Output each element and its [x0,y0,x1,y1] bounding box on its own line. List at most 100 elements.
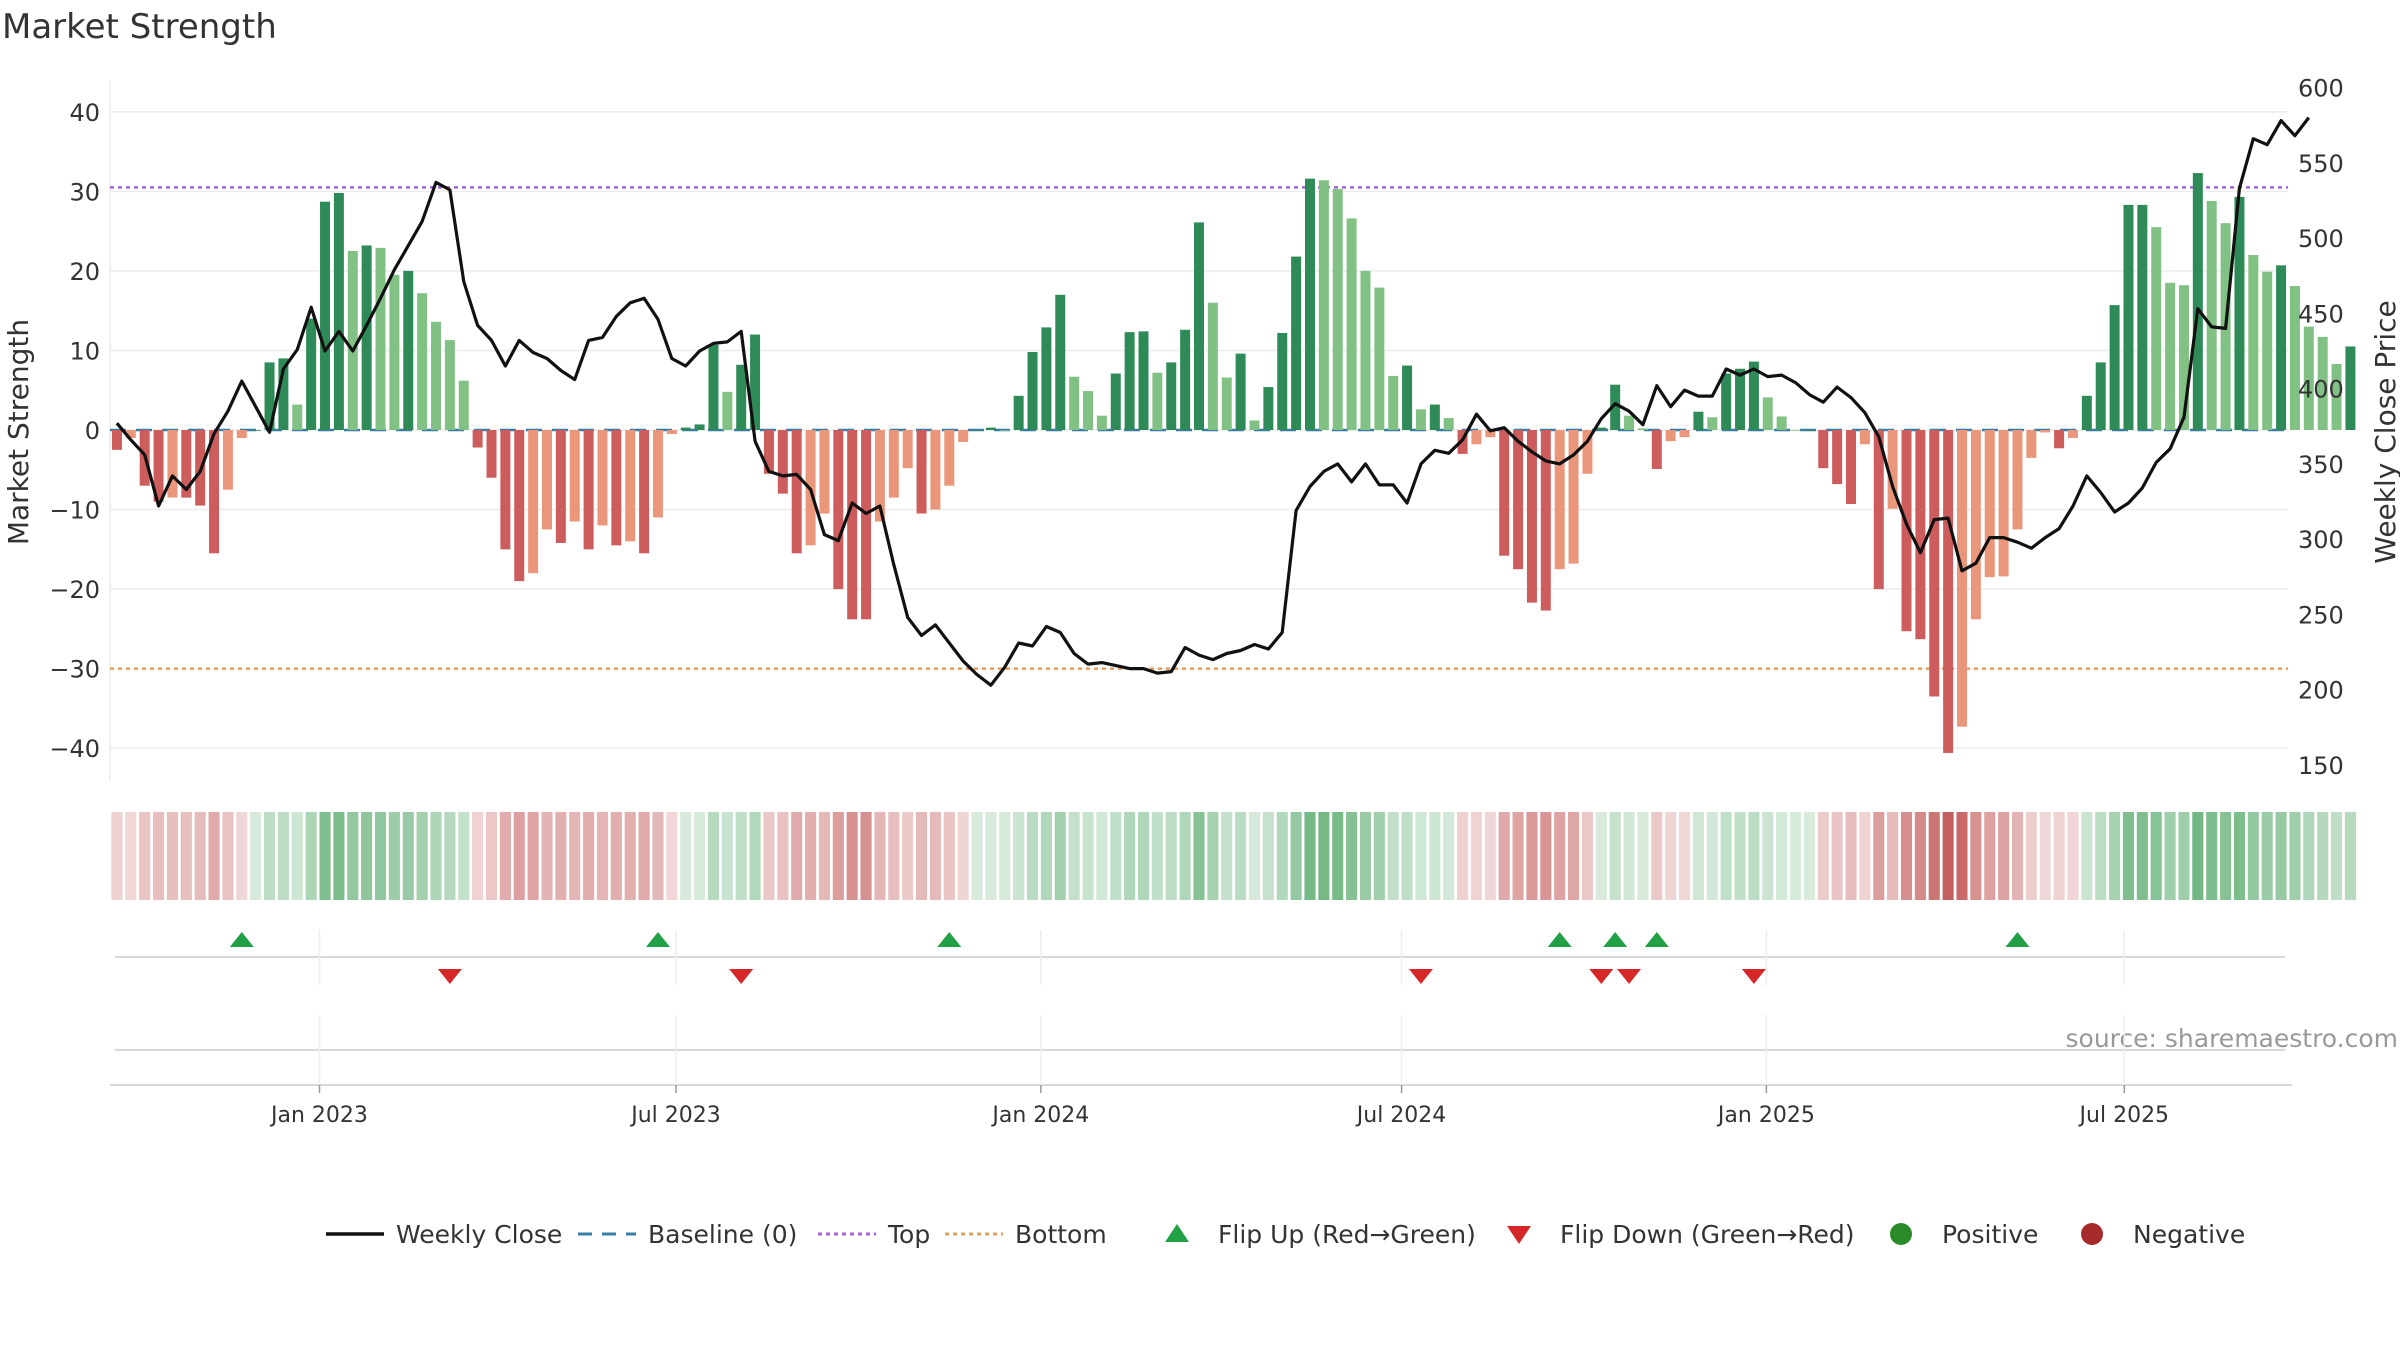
strength-bar [403,270,414,430]
strength-bar [694,424,705,430]
flip-down-marker [437,969,462,984]
strength-bar [847,430,858,620]
legend-label: Top [887,1220,930,1249]
heat-cell [416,812,428,900]
heat-cell [1595,812,1607,900]
strength-bar [2095,362,2106,430]
flip-down-marker [1741,969,1766,984]
strength-bar [930,430,941,510]
heat-cell [125,812,137,900]
strength-bar [722,391,733,430]
y2-tick-label: 550 [2298,150,2344,178]
heat-cell [596,812,609,900]
y2-tick-label: 250 [2298,601,2344,629]
strength-bar [583,430,594,550]
heat-cell [971,812,983,900]
strength-bar [1249,420,1260,430]
strength-bar [1762,397,1773,430]
strength-bar [597,430,608,526]
strength-bar [1374,287,1385,430]
heat-cell [1359,812,1372,900]
heat-cell [763,812,775,900]
strength-bar [1901,430,1912,632]
strength-bar [1485,430,1496,438]
strength-bar [611,430,622,546]
strength-bar [972,430,983,431]
heat-cell [333,812,345,900]
strength-bar [555,430,566,543]
flip-down-marker [1589,969,1614,984]
y-tick-label: 40 [69,99,100,127]
heat-cell [1054,812,1066,900]
strength-bar [1124,332,1135,430]
heat-cell [347,812,359,900]
heat-cell [485,812,498,900]
heat-cell [624,812,636,900]
heat-cell [1332,812,1344,900]
strength-bar [2054,430,2065,449]
heat-cell [2261,812,2273,900]
heat-cell [361,812,373,900]
strength-bar [888,430,899,498]
strength-bar [361,245,372,430]
strength-bar [639,430,650,554]
strength-bar [1388,375,1399,430]
heat-cell [180,812,192,900]
y2-tick-label: 600 [2298,75,2344,103]
strength-bar [1055,294,1066,430]
strength-bar [1013,395,1024,430]
heat-cell [2025,812,2037,900]
heat-cell [1013,812,1025,900]
heat-cell [1914,812,1926,900]
y-tick-label: −40 [49,735,100,763]
heat-cell [402,812,414,900]
strength-bar [2289,286,2300,430]
heat-cell [541,812,553,900]
strength-bar [902,430,913,469]
strength-bar [528,430,539,574]
strength-bar [2012,430,2023,530]
heat-cell [874,812,886,900]
x-tick-label: Jul 2024 [1355,1103,1447,1128]
strength-bar [431,321,442,430]
heat-cell [111,812,123,900]
legend-item: Baseline (0) [578,1220,797,1249]
flip-up-marker [1547,932,1572,947]
legend-item: Top [818,1220,930,1249]
strength-bar [1873,430,1884,590]
strength-bar [1207,302,1218,430]
strength-bar [1027,352,1038,430]
y-tick-label: 20 [69,258,100,286]
heat-cell [527,812,539,900]
strength-bar [2206,200,2217,430]
strength-bar [1582,430,1593,474]
strength-bar [1707,417,1718,430]
y2-axis-label: Weekly Close Price [2369,300,2400,563]
strength-bar [1610,384,1621,430]
strength-bar [2081,395,2092,430]
y2-axis-ticks: 600 550 500 450 400 350 300 250 200 150 [2298,75,2344,780]
heat-cell [666,812,678,900]
heat-cell [1207,812,1219,900]
x-tick-label: Jan 2025 [1716,1103,1815,1128]
strength-bar [236,430,247,438]
y2-tick-label: 350 [2298,451,2344,479]
heat-cell [1706,812,1718,900]
heat-cell [1873,812,1885,900]
heat-cell [1096,812,1108,900]
legend-item: Weekly Close [326,1220,562,1249]
heat-cell [1651,812,1663,900]
heat-cell [1540,812,1552,900]
strength-bar [125,430,136,438]
strength-bar [278,358,289,430]
heat-cell [1387,812,1399,900]
strength-bar [1887,430,1898,509]
heat-cell [2233,812,2245,900]
heat-cell [707,812,720,900]
heat-cell [1956,812,1968,900]
heat-cell [2331,812,2343,900]
heat-cell [735,812,747,900]
strength-bar [1846,430,1857,504]
heat-cell [305,812,317,900]
chart-title: Market Strength [2,7,277,47]
